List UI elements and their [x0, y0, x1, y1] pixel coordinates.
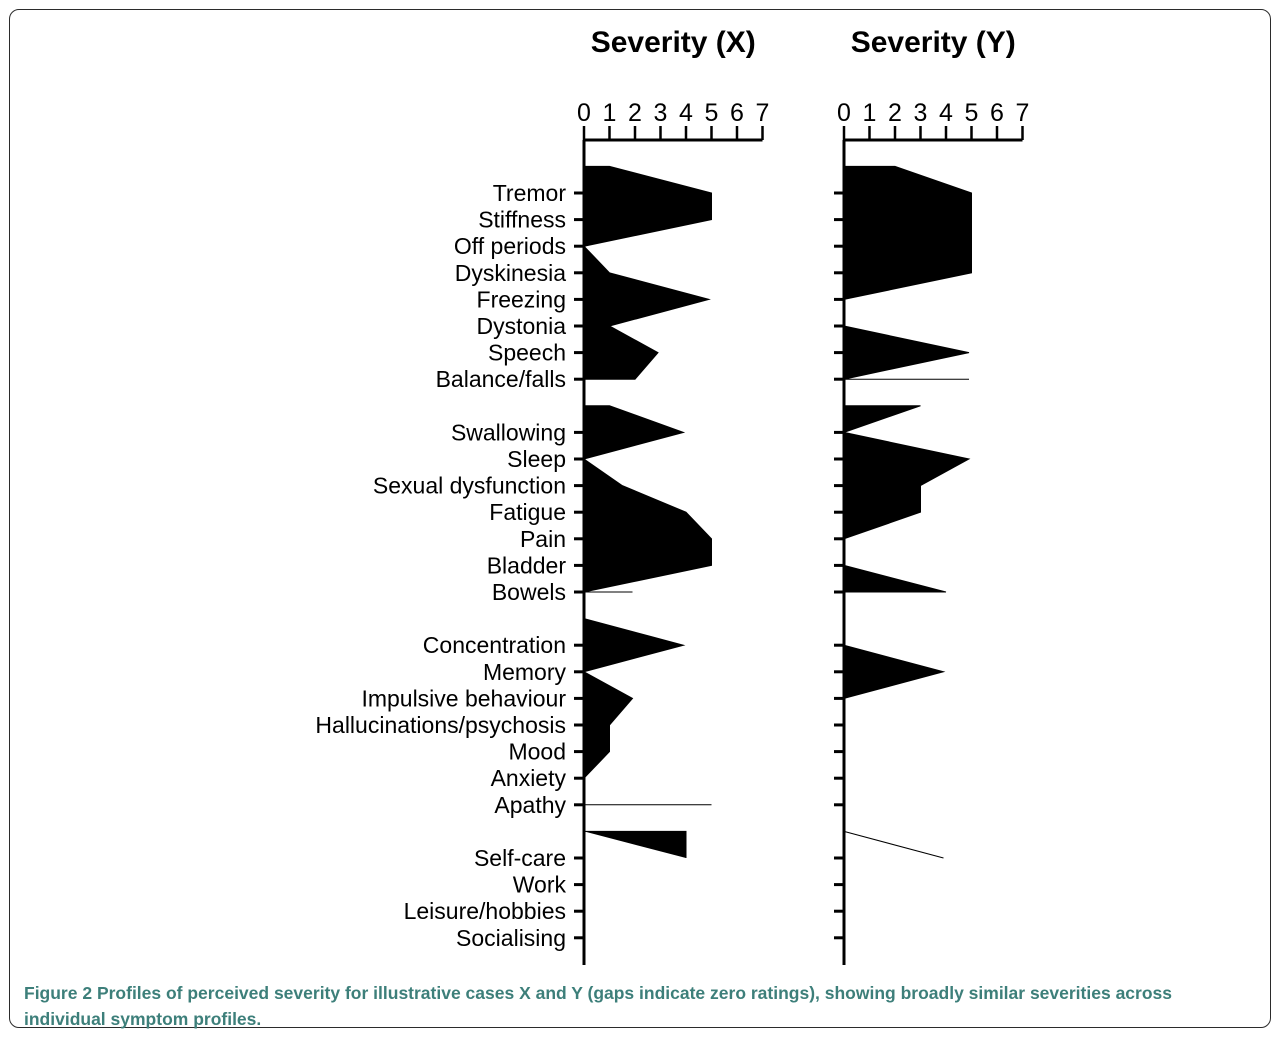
category-label-off-periods: Off periods [454, 233, 566, 259]
figure-caption: Figure 2 Profiles of perceived severity … [24, 980, 1254, 1032]
caption-text: Profiles of perceived severity for illus… [24, 983, 1172, 1029]
panel-y-x-tick-label: 3 [914, 99, 928, 127]
category-label-self-care: Self-care [474, 845, 566, 871]
panel-x-x-tick-label: 4 [679, 99, 693, 127]
panel-y-title: Severity (Y) [851, 26, 1016, 59]
category-label-concentration: Concentration [423, 632, 566, 658]
panel-x-profile-group-3 [582, 617, 712, 806]
panel-y-x-tick-label: 1 [863, 99, 877, 127]
panel-y-x-tick-label: 2 [888, 99, 902, 127]
category-label-dyskinesia: Dyskinesia [455, 260, 566, 286]
panel-x-profile-group-2 [582, 405, 712, 593]
panel-x-x-tick-label: 7 [756, 99, 770, 127]
category-label-bowels: Bowels [492, 579, 566, 605]
panel-y-x-tick-label: 0 [837, 99, 851, 127]
category-label-pain: Pain [520, 526, 566, 552]
panel-y-x-tick-label: 7 [1016, 99, 1030, 127]
category-label-fatigue: Fatigue [489, 499, 566, 525]
category-label-mood: Mood [508, 739, 566, 765]
figure-frame [9, 9, 1271, 1028]
category-label-impulsive-behaviour: Impulsive behaviour [361, 685, 566, 711]
panel-x-x-tick-label: 3 [654, 99, 668, 127]
panel-y-profile-group-4 [843, 830, 944, 859]
category-label-sexual-dysfunction: Sexual dysfunction [373, 473, 566, 499]
panel-y-x-tick-label: 6 [990, 99, 1004, 127]
category-label-work: Work [513, 872, 567, 898]
caption-figure-label: Figure 2 [24, 983, 93, 1003]
panel-y-x-tick-label: 4 [939, 99, 953, 127]
category-label-hallucinations-psychosis: Hallucinations/psychosis [315, 712, 566, 738]
panel-x-profile-group-1 [583, 165, 712, 380]
panel-x-title: Severity (X) [591, 26, 756, 59]
category-label-sleep: Sleep [507, 446, 566, 472]
panel-x-x-tick-label: 5 [705, 99, 719, 127]
category-label-apathy: Apathy [494, 792, 566, 818]
category-label-memory: Memory [483, 659, 567, 685]
category-label-dystonia: Dystonia [477, 313, 567, 339]
category-label-speech: Speech [488, 340, 566, 366]
panel-y-profile-group-3 [843, 618, 946, 805]
category-label-freezing: Freezing [477, 286, 566, 312]
category-label-bladder: Bladder [487, 552, 567, 578]
panel-x-x-tick-label: 0 [577, 99, 591, 127]
category-label-anxiety: Anxiety [491, 765, 567, 791]
category-label-swallowing: Swallowing [451, 419, 566, 445]
category-label-socialising: Socialising [456, 925, 566, 951]
category-label-tremor: Tremor [493, 180, 567, 206]
panel-y-profile-group-2 [842, 405, 971, 593]
panel-x-x-tick-label: 6 [730, 99, 744, 127]
panel-x-x-tick-label: 1 [603, 99, 617, 127]
category-label-stiffness: Stiffness [478, 207, 566, 233]
panel-x-profile-group-4 [584, 830, 687, 858]
panel-y-profile-group-1 [843, 165, 972, 380]
category-label-leisure-hobbies: Leisure/hobbies [404, 898, 566, 924]
panel-y-x-tick-label: 5 [965, 99, 979, 127]
panel-x-x-tick-label: 2 [628, 99, 642, 127]
category-label-balance-falls: Balance/falls [436, 366, 566, 392]
